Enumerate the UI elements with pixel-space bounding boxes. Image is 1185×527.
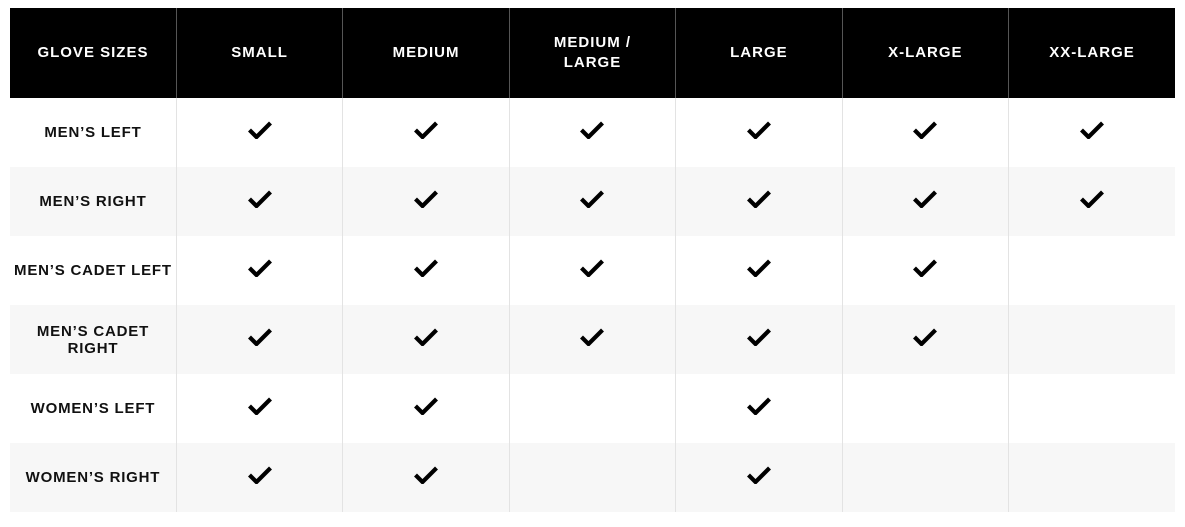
table-row: WOMEN’S RIGHT <box>10 443 1175 512</box>
size-cell <box>841 167 1009 236</box>
checkmark-icon <box>580 259 605 278</box>
size-cell <box>342 305 510 374</box>
checkmark-icon <box>414 190 439 209</box>
size-cell <box>841 305 1009 374</box>
column-header: LARGE <box>675 8 843 98</box>
size-cell <box>675 236 843 305</box>
checkmark-icon <box>746 466 771 485</box>
size-cell <box>841 236 1009 305</box>
size-cell <box>675 167 843 236</box>
checkmark-icon <box>746 190 771 209</box>
size-cell <box>675 374 843 443</box>
row-label: MEN’S LEFT <box>44 124 142 141</box>
size-cell <box>1008 443 1175 512</box>
checkmark-icon <box>247 328 272 347</box>
size-cell <box>675 305 843 374</box>
column-header: MEDIUM / LARGE <box>508 8 676 98</box>
table-row: MEN’S CADET LEFT <box>10 236 1175 305</box>
column-header: XX-LARGE <box>1008 8 1175 98</box>
checkmark-icon <box>580 190 605 209</box>
checkmark-icon <box>913 190 938 209</box>
checkmark-icon <box>247 190 272 209</box>
checkmark-icon <box>913 259 938 278</box>
checkmark-icon <box>414 328 439 347</box>
table-row: MEN’S CADET RIGHT <box>10 305 1175 374</box>
size-cell <box>342 236 510 305</box>
table-row: MEN’S LEFT <box>10 98 1175 167</box>
table-row: WOMEN’S LEFT <box>10 374 1175 443</box>
checkmark-icon <box>746 397 771 416</box>
row-label: MEN’S CADET LEFT <box>14 262 172 279</box>
size-cell <box>175 236 343 305</box>
checkmark-icon <box>414 466 439 485</box>
column-header: MEDIUM <box>342 8 510 98</box>
table-row: MEN’S RIGHT <box>10 167 1175 236</box>
size-cell <box>1008 305 1175 374</box>
checkmark-icon <box>247 466 272 485</box>
checkmark-icon <box>414 121 439 140</box>
column-header: SMALL <box>175 8 343 98</box>
size-cell <box>175 98 343 167</box>
row-label: MEN’S CADET RIGHT <box>10 305 177 374</box>
size-cell <box>1008 98 1175 167</box>
size-cell <box>841 98 1009 167</box>
size-cell <box>508 305 676 374</box>
size-cell <box>1008 374 1175 443</box>
checkmark-icon <box>746 259 771 278</box>
size-cell <box>342 374 510 443</box>
checkmark-icon <box>414 259 439 278</box>
size-cell <box>1008 167 1175 236</box>
size-cell <box>1008 236 1175 305</box>
checkmark-icon <box>414 397 439 416</box>
size-cell <box>175 305 343 374</box>
checkmark-icon <box>1080 121 1105 140</box>
checkmark-icon <box>247 397 272 416</box>
checkmark-icon <box>580 328 605 347</box>
row-label: WOMEN’S RIGHT <box>10 443 177 512</box>
size-cell <box>175 167 343 236</box>
checkmark-icon <box>746 121 771 140</box>
column-header: X-LARGE <box>841 8 1009 98</box>
size-cell <box>508 236 676 305</box>
glove-size-chart: GLOVE SIZES SMALL MEDIUM MEDIUM / LARGE LARG… <box>10 8 1175 512</box>
checkmark-icon <box>247 121 272 140</box>
checkmark-icon <box>580 121 605 140</box>
checkmark-icon <box>247 259 272 278</box>
size-cell <box>841 374 1009 443</box>
size-cell <box>342 98 510 167</box>
size-cell <box>508 98 676 167</box>
size-cell <box>342 443 510 512</box>
header-row: GLOVE SIZES SMALL MEDIUM MEDIUM / LARGE LARG… <box>10 8 1175 98</box>
size-cell <box>175 374 343 443</box>
size-cell <box>508 374 676 443</box>
row-label: WOMEN’S LEFT <box>30 400 156 417</box>
size-cell <box>342 167 510 236</box>
size-cell <box>508 167 676 236</box>
row-label: MEN’S RIGHT <box>10 167 177 236</box>
size-cell <box>675 98 843 167</box>
checkmark-icon <box>746 328 771 347</box>
size-cell <box>675 443 843 512</box>
checkmark-icon <box>913 328 938 347</box>
checkmark-icon <box>1080 190 1105 209</box>
checkmark-icon <box>913 121 938 140</box>
size-cell <box>508 443 676 512</box>
column-header: GLOVE SIZES <box>10 8 177 98</box>
size-cell <box>841 443 1009 512</box>
size-cell <box>175 443 343 512</box>
